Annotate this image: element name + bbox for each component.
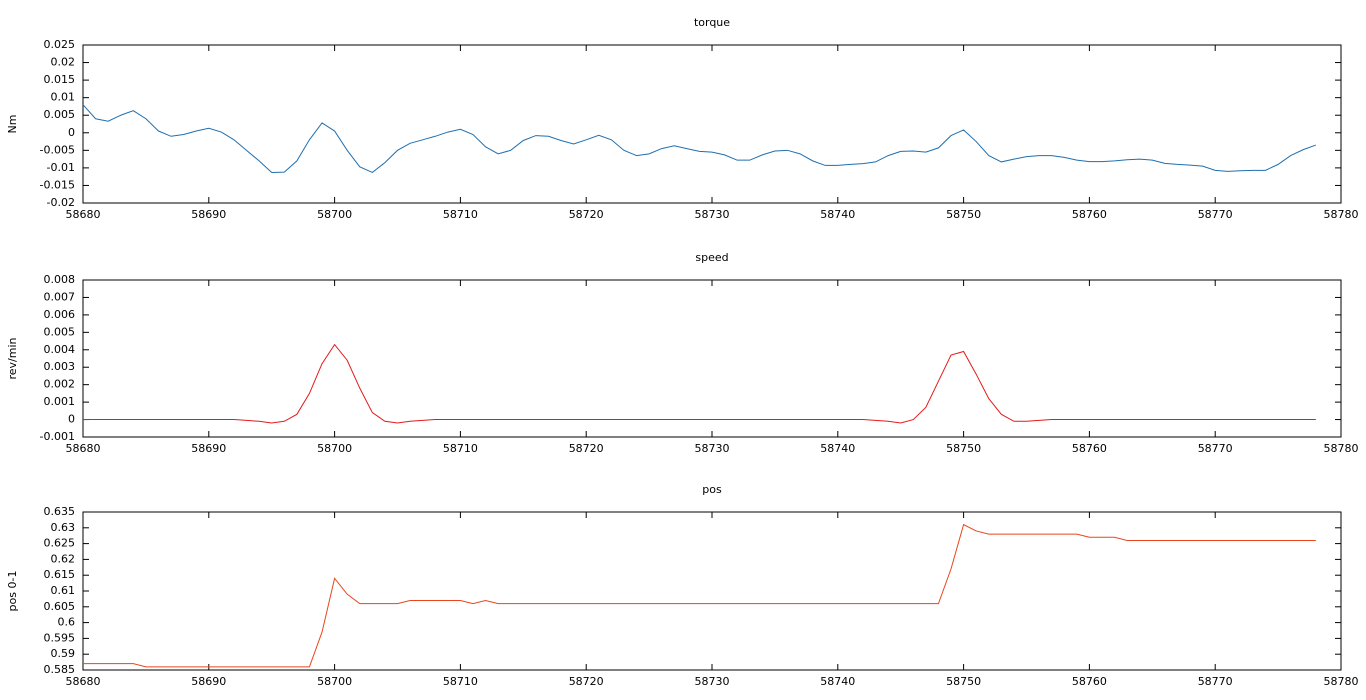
x-tick-label: 58760 [1072, 208, 1107, 221]
x-tick-label: 58740 [820, 208, 855, 221]
x-tick-label: 58750 [946, 442, 981, 455]
y-tick-label: 0.635 [44, 505, 76, 518]
y-tick-label: 0.005 [44, 325, 76, 338]
plot-frame [82, 511, 1342, 671]
data-line [83, 523, 1316, 668]
x-tick-label: 58690 [191, 442, 226, 455]
x-tick-label: 58760 [1072, 675, 1107, 688]
chart-title: speed [695, 251, 728, 264]
x-tick-label: 58770 [1198, 208, 1233, 221]
y-tick-label: 0.007 [44, 290, 76, 303]
y-tick-label: 0.005 [44, 108, 76, 121]
x-tick-label: 58780 [1324, 208, 1359, 221]
x-tick-label: 58700 [317, 442, 352, 455]
x-tick-label: 58720 [569, 208, 604, 221]
y-tick-label: 0.61 [51, 584, 76, 597]
y-tick-label: 0.585 [44, 663, 76, 676]
chart-title: pos [702, 483, 722, 496]
y-tick-label: 0.59 [51, 647, 76, 660]
x-tick-label: 58690 [191, 208, 226, 221]
y-tick-label: 0.62 [51, 552, 76, 565]
data-line [82, 104, 1317, 174]
y-tick-label: 0.615 [44, 568, 76, 581]
y-tick-label: 0.605 [44, 600, 76, 613]
x-tick-label: 58750 [946, 675, 981, 688]
y-axis-label: Nm [6, 115, 19, 134]
x-tick-label: 58780 [1324, 675, 1359, 688]
y-tick-label: 0.003 [44, 360, 76, 373]
x-tick-label: 58780 [1324, 442, 1359, 455]
y-tick-label: 0 [68, 413, 75, 426]
y-tick-label: 0.008 [44, 273, 76, 286]
y-tick-label: 0.01 [51, 91, 76, 104]
data-line [83, 343, 1316, 424]
x-tick-label: 58680 [66, 208, 101, 221]
x-tick-label: 58720 [569, 675, 604, 688]
y-tick-label: -0.001 [40, 430, 75, 443]
y-tick-label: 0 [68, 126, 75, 139]
x-tick-label: 58740 [820, 442, 855, 455]
x-tick-label: 58710 [443, 675, 478, 688]
x-tick-label: 58750 [946, 208, 981, 221]
y-axis-label: rev/min [6, 337, 19, 379]
y-tick-label: 0.001 [44, 395, 76, 408]
y-tick-label: -0.015 [40, 178, 75, 191]
plot-frame [82, 279, 1342, 438]
x-tick-label: 58690 [191, 675, 226, 688]
plot-frame [82, 44, 1342, 204]
y-axis-label: pos 0-1 [6, 571, 19, 612]
y-tick-label: 0.595 [44, 631, 76, 644]
y-tick-label: -0.02 [47, 196, 75, 209]
x-tick-label: 58710 [443, 208, 478, 221]
y-tick-label: 0.63 [51, 521, 76, 534]
x-tick-label: 58770 [1198, 442, 1233, 455]
chart-title: torque [694, 16, 730, 29]
y-tick-label: 0.002 [44, 378, 76, 391]
x-tick-label: 58760 [1072, 442, 1107, 455]
y-tick-label: -0.01 [47, 161, 75, 174]
x-tick-label: 58730 [695, 675, 730, 688]
x-tick-label: 58700 [317, 208, 352, 221]
y-tick-label: 0.6 [58, 616, 76, 629]
y-tick-label: 0.015 [44, 73, 76, 86]
y-tick-label: 0.025 [44, 38, 76, 51]
x-tick-label: 58730 [695, 442, 730, 455]
y-tick-label: 0.625 [44, 537, 76, 550]
x-tick-label: 58720 [569, 442, 604, 455]
x-tick-label: 58700 [317, 675, 352, 688]
x-tick-label: 58680 [66, 675, 101, 688]
x-tick-label: 58680 [66, 442, 101, 455]
x-tick-label: 58710 [443, 442, 478, 455]
x-tick-label: 58770 [1198, 675, 1233, 688]
y-tick-label: -0.005 [40, 143, 75, 156]
y-tick-label: 0.02 [51, 56, 76, 69]
y-tick-label: 0.004 [44, 343, 76, 356]
x-tick-label: 58730 [695, 208, 730, 221]
y-tick-label: 0.006 [44, 308, 76, 321]
x-tick-label: 58740 [820, 675, 855, 688]
